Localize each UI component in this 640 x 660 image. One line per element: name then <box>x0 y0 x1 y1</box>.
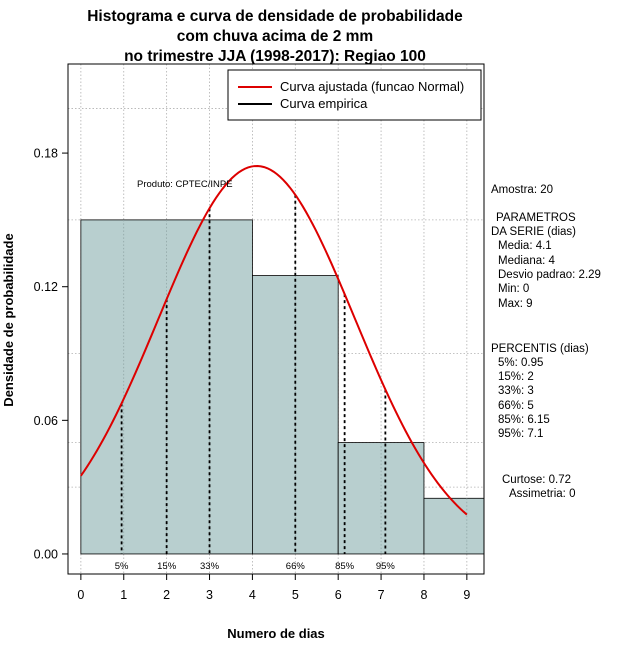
legend-box <box>227 69 482 121</box>
x-axis-label: Numero de dias <box>227 626 325 641</box>
y-tick-label-3: 0.18 <box>34 147 58 161</box>
chart-title-line-1: Histograma e curva de densidade de proba… <box>87 8 463 25</box>
stat-assimetria: Assimetria: 0 <box>509 488 575 500</box>
stat-max: Max: 9 <box>498 298 533 310</box>
fitted-curve-layer <box>80 164 468 516</box>
stat-p95: 95%: 7.1 <box>498 428 543 440</box>
stat-min: Min: 0 <box>498 283 529 295</box>
stat-p15: 15%: 2 <box>498 371 534 383</box>
percentile-label-1: 15% <box>157 561 177 572</box>
chart-title-line-3: no trimestre JJA (1998-2017): Regiao 100 <box>124 48 426 65</box>
stat-p66: 66%: 5 <box>498 400 534 412</box>
x-tick-label-8: 8 <box>420 588 427 602</box>
x-tick-label-7: 7 <box>378 588 385 602</box>
legend: Curva ajustada (funcao Normal) Curva emp… <box>227 69 482 121</box>
product-credit: Produto: CPTEC/INPE <box>137 179 233 190</box>
y-axis: 0.00 0.06 0.12 0.18 <box>34 147 69 561</box>
x-tick-label-5: 5 <box>292 588 299 602</box>
stat-curtose: Curtose: 0.72 <box>502 474 571 486</box>
x-tick-label-2: 2 <box>163 588 170 602</box>
stat-p33: 33%: 3 <box>498 385 534 397</box>
percentile-label-0: 5% <box>115 561 129 572</box>
x-tick-label-0: 0 <box>77 588 84 602</box>
percentile-lines: 5% 15% 33% 66% 85% 95% <box>115 194 396 572</box>
histogram-bar-3 <box>423 497 485 555</box>
y-tick-label-2: 0.12 <box>34 280 58 294</box>
y-tick-label-0: 0.00 <box>34 547 58 561</box>
legend-fitted-label: Curva ajustada (funcao Normal) <box>280 79 464 94</box>
stat-media: Media: 4.1 <box>498 240 552 252</box>
stat-p5: 5%: 0.95 <box>498 357 543 369</box>
x-tick-label-6: 6 <box>335 588 342 602</box>
histogram-bar-2 <box>337 442 425 555</box>
percentile-label-3: 66% <box>286 561 306 572</box>
stat-sample: Amostra: 20 <box>491 184 553 196</box>
chart-title-line-2: com chuva acima de 2 mm <box>177 28 373 45</box>
series-statistics: Amostra: 20 PARAMETROS DA SERIE (dias) M… <box>491 184 601 500</box>
x-tick-label-1: 1 <box>120 588 127 602</box>
percentile-label-5: 95% <box>376 561 396 572</box>
fitted-normal-curve <box>80 164 468 516</box>
x-axis: 0 1 2 3 4 5 6 7 8 9 <box>77 573 470 602</box>
stat-desvio: Desvio padrao: 2.29 <box>498 269 601 281</box>
stat-percentis-title: PERCENTIS (dias) <box>491 343 589 355</box>
legend-empirical-label: Curva empirica <box>280 96 368 111</box>
stat-params-title: PARAMETROS <box>496 212 576 224</box>
percentile-label-4: 85% <box>335 561 355 572</box>
x-tick-label-9: 9 <box>463 588 470 602</box>
stat-params-subtitle: DA SERIE (dias) <box>491 226 576 238</box>
x-tick-label-4: 4 <box>249 588 256 602</box>
x-tick-label-3: 3 <box>206 588 213 602</box>
histogram-bars <box>80 219 485 555</box>
percentile-label-2: 33% <box>200 561 220 572</box>
y-tick-label-1: 0.06 <box>34 414 58 428</box>
y-axis-label: Densidade de probabilidade <box>1 233 16 406</box>
stat-p85: 85%: 6.15 <box>498 414 550 426</box>
stat-mediana: Mediana: 4 <box>498 255 556 267</box>
